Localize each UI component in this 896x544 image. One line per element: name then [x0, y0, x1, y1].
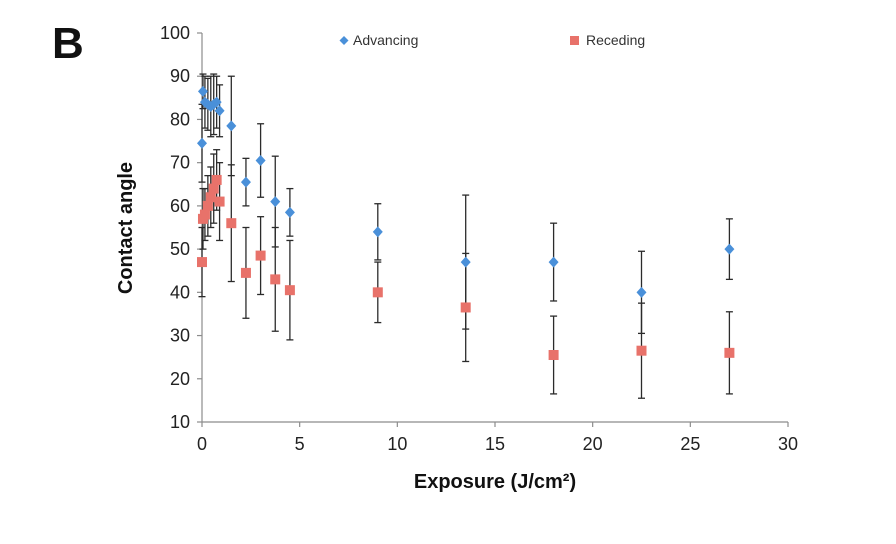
point-advancing — [214, 105, 225, 117]
point-receding — [255, 250, 266, 261]
point-advancing — [548, 256, 559, 268]
axis-ticks: 10 20 30 40 50 60 70 80 90 100 0 5 10 15 20 25 30 — [160, 23, 798, 454]
point-receding — [636, 345, 647, 356]
y-axis-title: Contact angle — [115, 162, 137, 294]
y-tick-label: 70 — [170, 153, 190, 173]
point-receding — [226, 218, 237, 229]
x-axis-title: Exposure (J/cm²) — [414, 471, 576, 493]
y-tick-label: 80 — [170, 109, 190, 129]
y-tick-label: 20 — [170, 369, 190, 389]
point-receding — [214, 196, 225, 207]
y-tick-label: 50 — [170, 239, 190, 259]
point-advancing — [284, 206, 295, 218]
point-receding — [211, 174, 222, 185]
point-receding — [208, 183, 219, 194]
point-advancing — [197, 137, 207, 149]
x-tick-label: 5 — [295, 434, 305, 454]
y-tick-label: 100 — [160, 23, 190, 43]
y-tick-label: 30 — [170, 326, 190, 346]
y-tick-label: 10 — [170, 412, 190, 432]
point-advancing — [197, 85, 208, 97]
legend-receding-label: Receding — [586, 32, 645, 48]
x-tick-label: 15 — [485, 434, 505, 454]
point-advancing — [724, 243, 735, 255]
point-receding — [205, 192, 216, 203]
point-receding — [284, 285, 295, 296]
y-tick-label: 40 — [170, 282, 190, 302]
legend: Advancing Receding — [339, 32, 645, 48]
point-receding — [197, 257, 207, 268]
data-points — [197, 85, 735, 361]
point-receding — [270, 274, 281, 285]
point-receding — [372, 287, 383, 298]
y-tick-label: 60 — [170, 196, 190, 216]
point-receding — [199, 209, 210, 220]
legend-advancing-label: Advancing — [353, 32, 418, 48]
x-tick-label: 30 — [778, 434, 798, 454]
point-receding — [460, 302, 471, 313]
legend-advancing-marker — [339, 36, 349, 45]
point-advancing — [211, 96, 222, 108]
x-tick-label: 25 — [680, 434, 700, 454]
error-bars — [198, 73, 733, 399]
x-tick-label: 10 — [387, 434, 407, 454]
x-tick-label: 20 — [583, 434, 603, 454]
point-advancing — [255, 155, 266, 167]
panel-label: B — [52, 19, 84, 68]
point-advancing — [226, 120, 237, 132]
point-advancing — [270, 196, 281, 208]
point-advancing — [636, 286, 647, 298]
point-receding — [240, 267, 251, 278]
point-receding — [202, 200, 213, 211]
y-tick-label: 90 — [170, 66, 190, 86]
point-advancing — [460, 256, 471, 268]
point-advancing — [240, 176, 251, 188]
x-tick-label: 0 — [197, 434, 207, 454]
legend-receding-marker — [570, 36, 579, 45]
point-receding — [548, 350, 559, 361]
point-receding — [724, 347, 735, 358]
point-advancing — [372, 226, 383, 238]
